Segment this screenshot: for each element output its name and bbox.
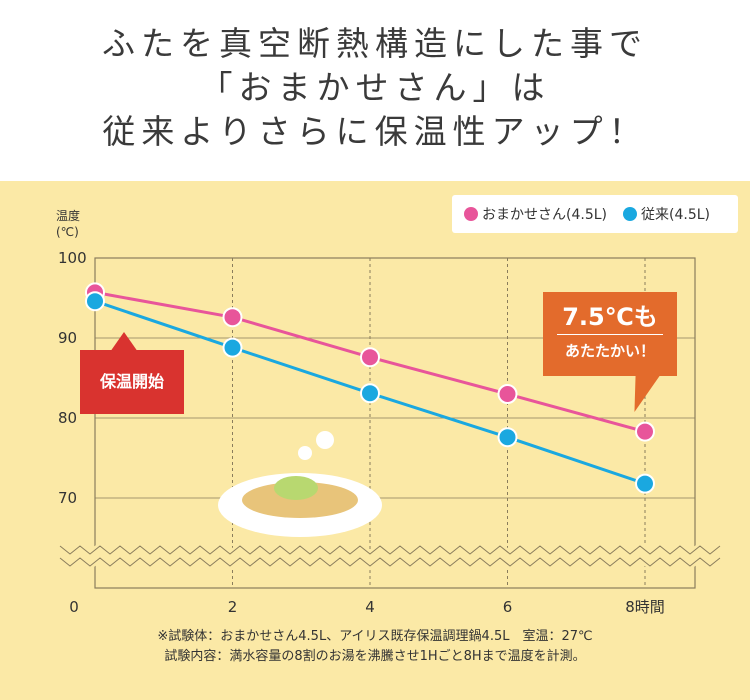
x-tick-label-4: 4 (365, 598, 375, 616)
difference-badge-line-2: あたたかい！ (564, 342, 655, 360)
test-note-line-2: 試験内容：満水容量の8割のお湯を沸騰させ1Hごと8Hまで温度を計測。 (164, 649, 586, 664)
data-point-s1-3 (497, 427, 518, 448)
cabbage-illustration (274, 476, 318, 500)
chart-panel (0, 181, 750, 700)
blue-dot-icon (623, 207, 637, 221)
legend-item-conventional: 従来(4.5L) (623, 204, 710, 224)
data-point-s0-2 (360, 347, 380, 368)
y-tick-label-90: 90 (58, 329, 77, 347)
data-point-s0-4 (635, 421, 655, 442)
data-point-s0-3 (497, 384, 518, 404)
soup-illustration (242, 482, 358, 518)
axis-break-line-upper (59, 545, 721, 555)
steam-icon (316, 431, 334, 449)
difference-badge: 7.5℃も あたたかい！ (543, 292, 677, 412)
test-note: ※試験体：おまかせさん4.5L、アイリス既存保温調理鍋4.5L 室温：27℃ 試… (0, 627, 750, 667)
axis-break-line-lower (59, 557, 721, 567)
y-axis-label: 温度 (℃) (56, 208, 80, 240)
y-tick-label-70: 70 (58, 489, 77, 507)
start-badge-label: 保温開始 (99, 372, 164, 391)
headline: ふたを真空断熱構造にした事で 「おまかせさん」は 従来よりさらに保温性アップ！ (0, 22, 750, 154)
headline-line-2: 「おまかせさん」は (199, 68, 551, 107)
legend-label-conventional: 従来(4.5L) (641, 207, 710, 223)
start-badge: 保温開始 (80, 332, 184, 414)
y-axis-label-line-2: (℃) (56, 225, 79, 239)
x-tick-label-0: 0 (69, 598, 79, 616)
data-point-s0-1 (222, 307, 243, 328)
data-point-s1-4 (635, 473, 655, 494)
x-tick-label-8: 8時間 (625, 598, 665, 616)
headline-line-3: 従来よりさらに保温性アップ！ (102, 112, 648, 151)
legend-item-omakase: おまかせさん(4.5L) (464, 204, 607, 224)
axis-break-band (55, 541, 725, 571)
data-point-s1-2 (360, 383, 380, 404)
difference-badge-divider (557, 334, 663, 335)
headline-line-1: ふたを真空断熱構造にした事で (102, 24, 648, 63)
x-tick-label-6: 6 (503, 598, 513, 616)
legend-label-omakase: おまかせさん(4.5L) (482, 207, 607, 223)
x-tick-label-2: 2 (228, 598, 238, 616)
test-note-line-1: ※試験体：おまかせさん4.5L、アイリス既存保温調理鍋4.5L 室温：27℃ (157, 629, 593, 644)
data-point-s1-0 (85, 291, 105, 312)
y-tick-label-100: 100 (58, 249, 87, 267)
steam-icon (298, 446, 312, 460)
legend: おまかせさん(4.5L) 従来(4.5L) (452, 195, 738, 233)
start-badge-pointer (110, 332, 138, 352)
y-axis-label-line-1: 温度 (56, 209, 81, 223)
difference-badge-line-1: 7.5℃も (562, 303, 658, 331)
data-point-s1-1 (222, 337, 243, 358)
pink-dot-icon (464, 207, 478, 221)
y-tick-label-80: 80 (58, 409, 77, 427)
